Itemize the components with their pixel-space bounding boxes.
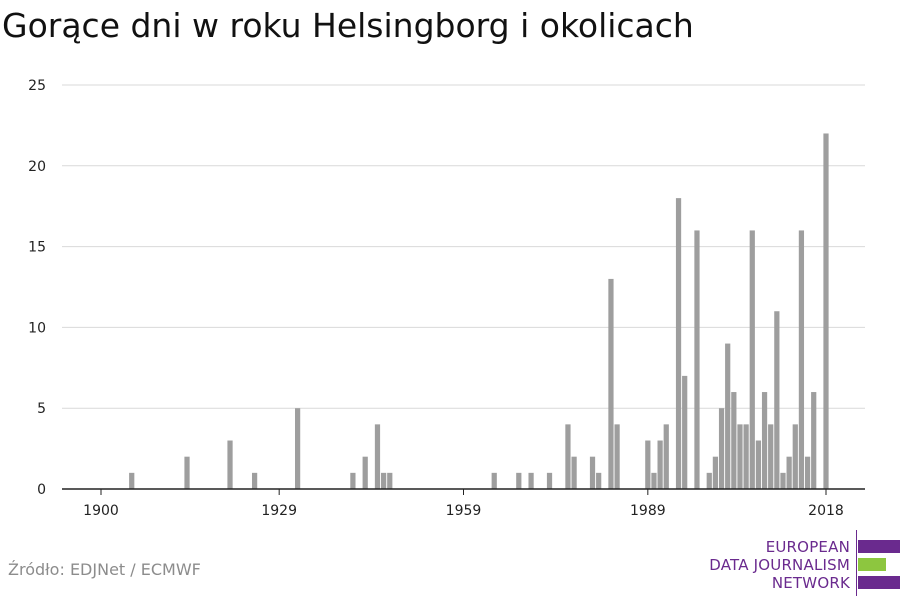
bar-2010 <box>774 311 780 489</box>
bar-1999 <box>706 472 712 489</box>
logo-text: EUROPEAN DATA JOURNALISM NETWORK <box>709 538 850 592</box>
y-tick-label-10: 10 <box>28 320 46 336</box>
x-tick-label-1959: 1959 <box>446 503 482 519</box>
x-tick-label-1929: 1929 <box>261 503 297 519</box>
bar-2012 <box>786 456 792 489</box>
bar-2006 <box>749 230 755 489</box>
bar-1994 <box>675 198 682 489</box>
bar-1945 <box>374 424 381 489</box>
bar-1989 <box>645 440 651 489</box>
bar-1946 <box>381 472 387 489</box>
bar-2001 <box>718 408 725 489</box>
bar-2000 <box>712 456 719 489</box>
bar-2013 <box>792 424 798 489</box>
bar-2016 <box>811 392 817 489</box>
bar-1914 <box>184 456 190 489</box>
bar-2009 <box>768 424 774 489</box>
y-axis-ticks: 0 5 10 15 20 25 <box>28 78 46 498</box>
bar-1941 <box>350 472 356 489</box>
bar-2018 <box>823 133 829 490</box>
bar-1991 <box>657 440 663 489</box>
bar-1981 <box>596 472 602 489</box>
y-tick-label-25: 25 <box>28 78 46 94</box>
bar-2007 <box>755 440 762 489</box>
logo-bar-bottom <box>858 576 900 589</box>
logo-line-3: NETWORK <box>771 574 850 592</box>
y-tick-label-15: 15 <box>28 240 46 256</box>
x-tick-label-1989: 1989 <box>630 503 666 519</box>
y-tick-label-0: 0 <box>37 482 46 498</box>
y-tick-label-5: 5 <box>37 401 46 417</box>
y-tick-label-20: 20 <box>28 159 46 175</box>
bar-1995 <box>682 375 688 489</box>
bar-1976 <box>565 424 571 489</box>
logo-line-1: EUROPEAN <box>765 538 850 556</box>
chart-title: Gorące dni w roku Helsingborg i okolicac… <box>2 6 694 45</box>
bar-1943 <box>362 456 368 489</box>
x-axis-ticks: 1900 1929 1959 1989 2018 <box>83 489 844 519</box>
bar-1968 <box>516 472 522 489</box>
logo-divider <box>856 530 857 596</box>
bar-2004 <box>737 424 743 489</box>
bar-1905 <box>129 472 135 489</box>
bar-1921 <box>227 440 233 489</box>
bar-1992 <box>663 424 669 489</box>
bar-2011 <box>780 472 786 489</box>
logo-line-2: DATA JOURNALISM <box>709 556 850 574</box>
bar-1973 <box>546 472 553 489</box>
bar-1970 <box>528 472 534 489</box>
bar-1997 <box>694 230 700 489</box>
bar-2014 <box>798 230 805 489</box>
gridlines <box>62 84 865 409</box>
bar-2015 <box>804 456 811 489</box>
edjnet-logo: EUROPEAN DATA JOURNALISM NETWORK <box>700 530 900 596</box>
bar-1964 <box>491 472 497 489</box>
bars <box>129 133 829 490</box>
bar-2005 <box>743 424 749 489</box>
bar-2008 <box>761 392 768 489</box>
bar-2002 <box>725 343 731 489</box>
bar-1947 <box>387 472 393 489</box>
bar-1990 <box>651 472 657 489</box>
x-tick-label-2018: 2018 <box>808 503 844 519</box>
bar-1984 <box>614 424 620 489</box>
logo-bar-top <box>858 540 900 553</box>
bar-2003 <box>731 392 737 489</box>
logo-bar-middle <box>858 558 886 571</box>
bar-1980 <box>589 456 596 489</box>
bar-1932 <box>294 408 301 489</box>
x-tick-label-1900: 1900 <box>83 503 119 519</box>
bar-1925 <box>251 472 258 489</box>
bar-1977 <box>571 456 577 489</box>
source-note: Źródło: EDJNet / ECMWF <box>8 560 201 579</box>
bar-1983 <box>608 278 614 489</box>
